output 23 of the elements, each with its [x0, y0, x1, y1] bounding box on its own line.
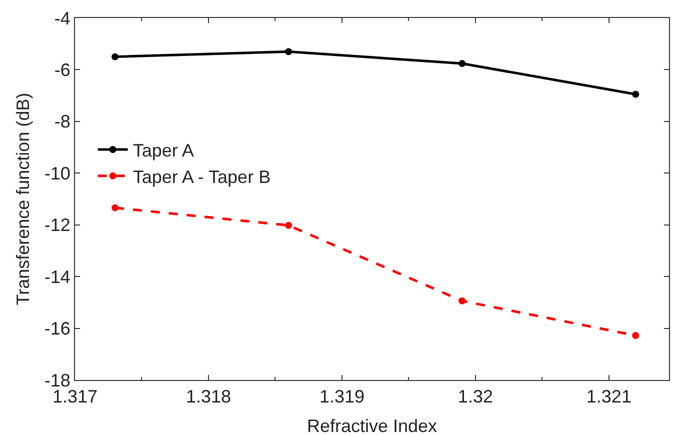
- x-tick-label: 1.32: [458, 386, 493, 407]
- x-tick-label: 1.319: [319, 386, 364, 407]
- point: [285, 48, 292, 56]
- point: [112, 53, 119, 60]
- point: [632, 332, 640, 340]
- point: [458, 297, 466, 304]
- point: [285, 222, 292, 229]
- legend-label: Taper A - Taper B: [132, 166, 271, 187]
- y-tick-label: -4: [54, 8, 70, 28]
- y-axis-title: Transference function (dB): [13, 92, 33, 306]
- x-tick-label: 1.318: [186, 386, 232, 407]
- x-tick-label: 1.321: [586, 386, 632, 407]
- y-tick-label: -16: [44, 318, 70, 339]
- y-tick-label: -12: [44, 215, 70, 236]
- y-tick-label: -6: [54, 60, 70, 80]
- y-tick-label: -10: [44, 163, 70, 184]
- x-axis-title: Refractive Index: [306, 416, 438, 436]
- point: [112, 204, 119, 212]
- y-tick-label: -14: [44, 266, 70, 287]
- y-tick-label: -8: [54, 112, 70, 132]
- point: [458, 60, 466, 68]
- point: [632, 90, 640, 98]
- legend-label: Taper A: [132, 140, 194, 161]
